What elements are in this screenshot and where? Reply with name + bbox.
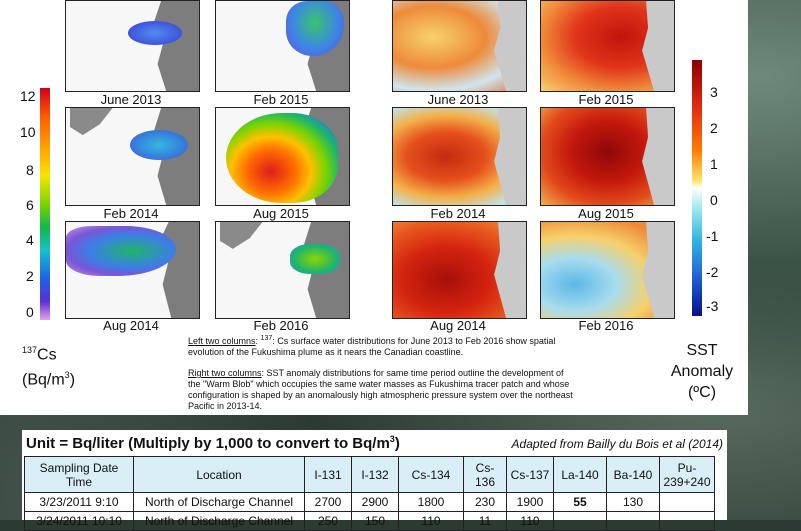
sst-map-feb-2014 [392, 107, 527, 206]
table-cell: 230 [463, 492, 507, 512]
cs-map-june-2013 [65, 0, 200, 92]
cs-map-aug-2014 [65, 221, 200, 319]
sst-map-feb-2015 [540, 0, 675, 92]
table-cell: 3/24/2011 10:10 [24, 511, 134, 531]
cs-color-scale [40, 88, 50, 320]
column-header: Ba-140 [606, 456, 660, 493]
sst-map-label: Feb 2014 [430, 206, 486, 221]
cs-tick: 0 [26, 304, 34, 320]
column-header: Sampling Date Time [24, 456, 134, 493]
column-header: I-131 [304, 456, 352, 493]
sst-map-label: Feb 2016 [578, 318, 634, 333]
table-cell [606, 511, 660, 531]
table-cell: 2700 [304, 492, 352, 512]
sst-map-aug-2015 [540, 107, 675, 206]
table-cell [659, 492, 715, 512]
cs-map-label: Aug 2014 [103, 318, 159, 333]
cs-map-label: Feb 2014 [103, 206, 159, 221]
cs-tick: 2 [26, 268, 34, 284]
cs-tick: 8 [26, 162, 34, 178]
figure-panel: 12 10 8 6 4 2 0 137Cs (Bq/m3) June 2013 … [0, 0, 748, 415]
sst-map-label: Aug 2015 [578, 206, 634, 221]
table-cell: 1800 [398, 492, 464, 512]
sst-color-scale [692, 60, 702, 316]
table-cell: North of Discharge Channel [133, 492, 305, 512]
sst-map-aug-2014 [392, 221, 527, 319]
cs-map-feb-2014 [65, 107, 200, 206]
table-cell: 3/23/2011 9:10 [24, 492, 134, 512]
sst-map-label: Feb 2015 [578, 92, 634, 107]
sst-map-june-2013 [392, 0, 527, 92]
table-cell: North of Discharge Channel [133, 511, 305, 531]
source-credit: Adapted from Bailly du Bois et al (2014) [511, 437, 723, 451]
column-header: Cs-137 [506, 456, 554, 493]
cs-map-label: Aug 2015 [253, 206, 309, 221]
table-cell: 110 [506, 511, 554, 531]
column-header: Cs-134 [398, 456, 464, 493]
sst-map-label: June 2013 [427, 92, 489, 107]
table-row: 3/24/2011 10:10 North of Discharge Chann… [24, 511, 715, 531]
column-header: Location [133, 456, 305, 493]
table-cell: 150 [351, 511, 399, 531]
sst-tick: 2 [710, 120, 718, 136]
caption-right: Right two columns: SST anomaly distribut… [188, 368, 573, 411]
table-cell [553, 511, 607, 531]
sst-tick: -2 [706, 264, 719, 280]
cs-map-label: Feb 2015 [253, 92, 309, 107]
table-cell: 1900 [506, 492, 554, 512]
table-cell: 2900 [351, 492, 399, 512]
table-header-row: Sampling Date Time Location I-131 I-132 … [24, 456, 715, 493]
column-header: Pu-239+240 [659, 456, 715, 493]
caption-left: Left two columns: 137: Cs surface water … [188, 335, 556, 357]
sst-map-label: Aug 2014 [430, 318, 486, 333]
sst-tick: 3 [710, 84, 718, 100]
column-header: La-140 [553, 456, 607, 493]
table-cell [659, 511, 715, 531]
cs-map-feb-2016 [215, 221, 350, 319]
column-header: I-132 [351, 456, 399, 493]
column-header: Cs-136 [463, 456, 507, 493]
sst-tick: 1 [710, 156, 718, 172]
sst-tick: -3 [706, 298, 719, 314]
cs-map-label: Feb 2016 [253, 318, 309, 333]
sst-tick: 0 [710, 192, 718, 208]
cs-map-label: June 2013 [100, 92, 162, 107]
cs-tick: 10 [20, 124, 36, 140]
table-cell: 11 [463, 511, 507, 531]
cs-scale-label: 137Cs (Bq/m3) [22, 345, 76, 389]
cs-tick: 12 [20, 88, 36, 104]
table-cell: 55 [553, 492, 607, 512]
table-cell: 250 [304, 511, 352, 531]
cs-tick: 4 [26, 232, 34, 248]
sst-scale-label: SST Anomaly (ºC) [670, 342, 734, 401]
radionuclide-table-panel: Unit = Bq/liter (Multiply by 1,000 to co… [22, 430, 727, 531]
table-cell: 130 [606, 492, 660, 512]
cs-map-feb-2015 [215, 0, 350, 92]
table-cell: 110 [398, 511, 464, 531]
cs-tick: 6 [26, 197, 34, 213]
sst-tick: -1 [706, 228, 719, 244]
cs-map-aug-2015 [215, 107, 350, 206]
unit-heading: Unit = Bq/liter (Multiply by 1,000 to co… [26, 434, 400, 452]
sst-map-feb-2016 [540, 221, 675, 319]
table-row: 3/23/2011 9:10 North of Discharge Channe… [24, 492, 715, 512]
